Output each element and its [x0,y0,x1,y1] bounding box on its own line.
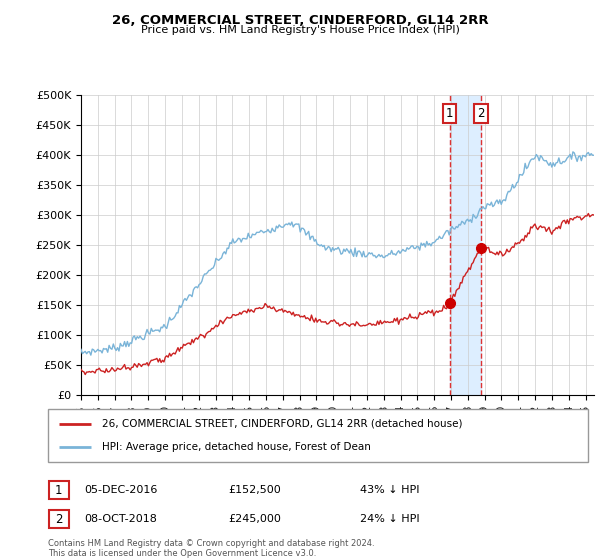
Text: £245,000: £245,000 [228,514,281,524]
Text: 08-OCT-2018: 08-OCT-2018 [84,514,157,524]
FancyBboxPatch shape [49,481,68,499]
Text: Contains HM Land Registry data © Crown copyright and database right 2024.
This d: Contains HM Land Registry data © Crown c… [48,539,374,558]
Text: 43% ↓ HPI: 43% ↓ HPI [360,485,419,495]
Text: 2: 2 [477,106,485,120]
Text: 26, COMMERCIAL STREET, CINDERFORD, GL14 2RR (detached house): 26, COMMERCIAL STREET, CINDERFORD, GL14 … [102,419,463,429]
Text: 2: 2 [55,512,62,526]
FancyBboxPatch shape [49,510,68,528]
Text: 05-DEC-2016: 05-DEC-2016 [84,485,157,495]
Text: 1: 1 [446,106,454,120]
Text: £152,500: £152,500 [228,485,281,495]
FancyBboxPatch shape [48,409,588,462]
Bar [449,95,481,395]
Text: 26, COMMERCIAL STREET, CINDERFORD, GL14 2RR: 26, COMMERCIAL STREET, CINDERFORD, GL14 … [112,14,488,27]
Text: 1: 1 [55,483,62,497]
Text: 24% ↓ HPI: 24% ↓ HPI [360,514,419,524]
Text: HPI: Average price, detached house, Forest of Dean: HPI: Average price, detached house, Fore… [102,442,371,452]
Text: Price paid vs. HM Land Registry's House Price Index (HPI): Price paid vs. HM Land Registry's House … [140,25,460,35]
